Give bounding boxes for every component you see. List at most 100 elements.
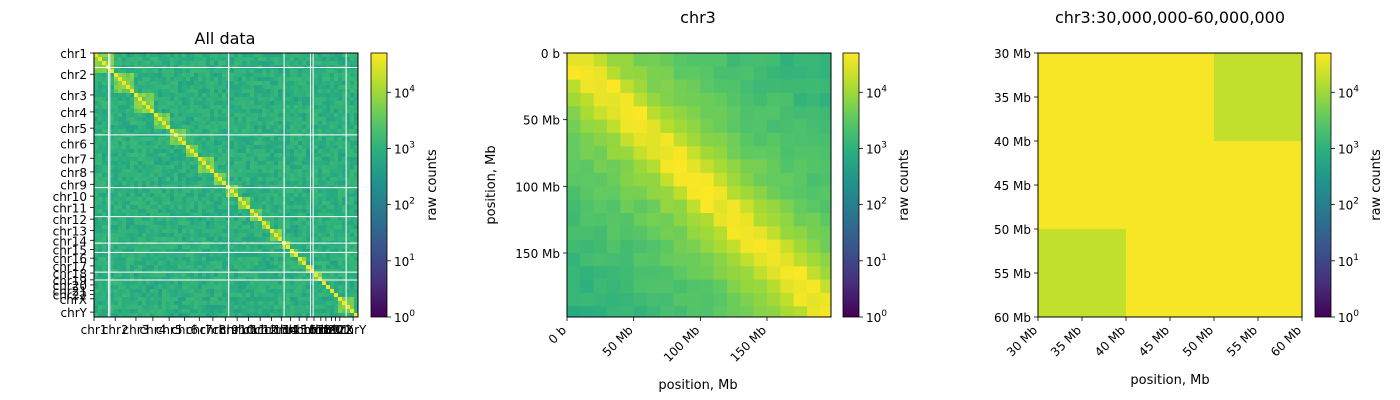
heatmap-cell xyxy=(222,161,227,166)
heatmap-cell xyxy=(334,73,339,78)
heatmap-cell xyxy=(182,289,187,294)
heatmap-cell xyxy=(286,289,291,294)
heatmap-cell xyxy=(118,169,123,174)
heatmap-cell xyxy=(687,66,701,80)
heatmap-cell xyxy=(290,105,295,110)
heatmap-cell xyxy=(302,165,307,170)
heatmap-cell xyxy=(110,213,115,218)
heatmap-cell xyxy=(218,233,223,238)
heatmap-cell xyxy=(154,177,159,182)
heatmap-cell xyxy=(198,89,203,94)
heatmap-cell xyxy=(186,265,191,270)
y-tick-label: 50 Mb xyxy=(523,114,560,128)
heatmap-cell xyxy=(354,261,359,266)
heatmap-cell xyxy=(146,129,151,134)
heatmap-cell xyxy=(94,253,99,258)
heatmap-cell xyxy=(130,293,135,298)
heatmap-cell xyxy=(174,89,179,94)
heatmap-cell xyxy=(186,193,191,198)
heatmap-cell xyxy=(222,141,227,146)
heatmap-cell xyxy=(242,161,247,166)
heatmap-cell xyxy=(270,153,275,158)
heatmap-cell xyxy=(286,225,291,230)
heatmap-cell xyxy=(258,281,263,286)
heatmap-cell xyxy=(314,197,319,202)
heatmap-cell xyxy=(186,221,191,226)
heatmap-cell xyxy=(94,85,99,90)
heatmap-cell xyxy=(150,305,155,310)
heatmap-cell xyxy=(102,117,107,122)
heatmap-cell xyxy=(102,81,107,86)
heatmap-cell xyxy=(126,157,131,162)
heatmap-cell xyxy=(318,101,323,106)
heatmap-cell xyxy=(346,285,351,290)
heatmap-cell xyxy=(298,101,303,106)
heatmap-cell xyxy=(262,205,267,210)
heatmap-cell xyxy=(234,229,239,234)
heatmap-cell xyxy=(740,79,754,94)
heatmap-cell xyxy=(270,309,275,314)
heatmap-cell xyxy=(753,53,768,67)
heatmap-cell xyxy=(202,93,207,98)
heatmap-cell xyxy=(146,273,151,278)
heatmap-cell xyxy=(142,141,147,146)
heatmap-cell xyxy=(254,121,259,126)
heatmap-cell xyxy=(258,237,263,242)
heatmap-cell xyxy=(174,289,179,294)
heatmap-cell xyxy=(278,205,283,210)
heatmap-cell xyxy=(310,73,315,78)
heatmap-cell xyxy=(274,113,279,118)
heatmap-cell xyxy=(210,265,215,270)
heatmap-cell xyxy=(102,69,107,74)
heatmap-cell xyxy=(593,119,608,134)
y-tick-label: chr21 xyxy=(53,284,87,298)
heatmap-cell xyxy=(210,201,215,206)
heatmap-cell xyxy=(182,257,187,262)
heatmap-cell xyxy=(190,101,195,106)
heatmap-cell xyxy=(146,113,151,118)
heatmap-cell xyxy=(174,277,179,282)
heatmap-cell xyxy=(266,141,271,146)
heatmap-cell xyxy=(218,93,223,98)
heatmap-cell xyxy=(238,261,243,266)
heatmap-cell xyxy=(154,149,159,154)
heatmap-cell xyxy=(346,137,351,142)
heatmap-cell xyxy=(302,237,307,242)
heatmap-cell xyxy=(314,113,319,118)
heatmap-cell xyxy=(134,309,139,314)
heatmap-cell xyxy=(346,249,351,254)
heatmap-cell xyxy=(162,269,167,274)
heatmap-cell xyxy=(238,129,243,134)
heatmap-cell xyxy=(222,113,227,118)
heatmap-cell xyxy=(326,273,331,278)
heatmap-cell xyxy=(250,165,255,170)
heatmap-cell xyxy=(278,105,283,110)
heatmap-cell xyxy=(198,281,203,286)
heatmap-cell xyxy=(330,77,335,82)
heatmap-cell xyxy=(134,289,139,294)
heatmap-cell xyxy=(270,101,275,106)
heatmap-cell xyxy=(306,217,311,222)
heatmap-cell xyxy=(222,301,227,306)
heatmap-cell xyxy=(342,289,347,294)
heatmap-cell xyxy=(222,97,227,102)
heatmap-cell xyxy=(270,193,275,198)
heatmap-cell xyxy=(138,281,143,286)
heatmap-cell xyxy=(753,199,768,214)
heatmap-cell xyxy=(162,285,167,290)
heatmap-cell xyxy=(258,285,263,290)
heatmap-cell xyxy=(178,301,183,306)
heatmap-cell xyxy=(122,233,127,238)
heatmap-cell xyxy=(218,109,223,114)
heatmap-cell xyxy=(118,125,123,130)
heatmap-cell xyxy=(290,153,295,158)
heatmap-cell xyxy=(242,89,247,94)
heatmap-cell xyxy=(198,189,203,194)
heatmap-cell xyxy=(170,165,175,170)
heatmap-cell xyxy=(262,237,267,242)
heatmap-cell xyxy=(166,85,171,90)
heatmap-cell xyxy=(126,297,131,302)
heatmap-cell xyxy=(290,309,295,314)
heatmap-cell xyxy=(346,281,351,286)
heatmap-cell xyxy=(314,161,319,166)
